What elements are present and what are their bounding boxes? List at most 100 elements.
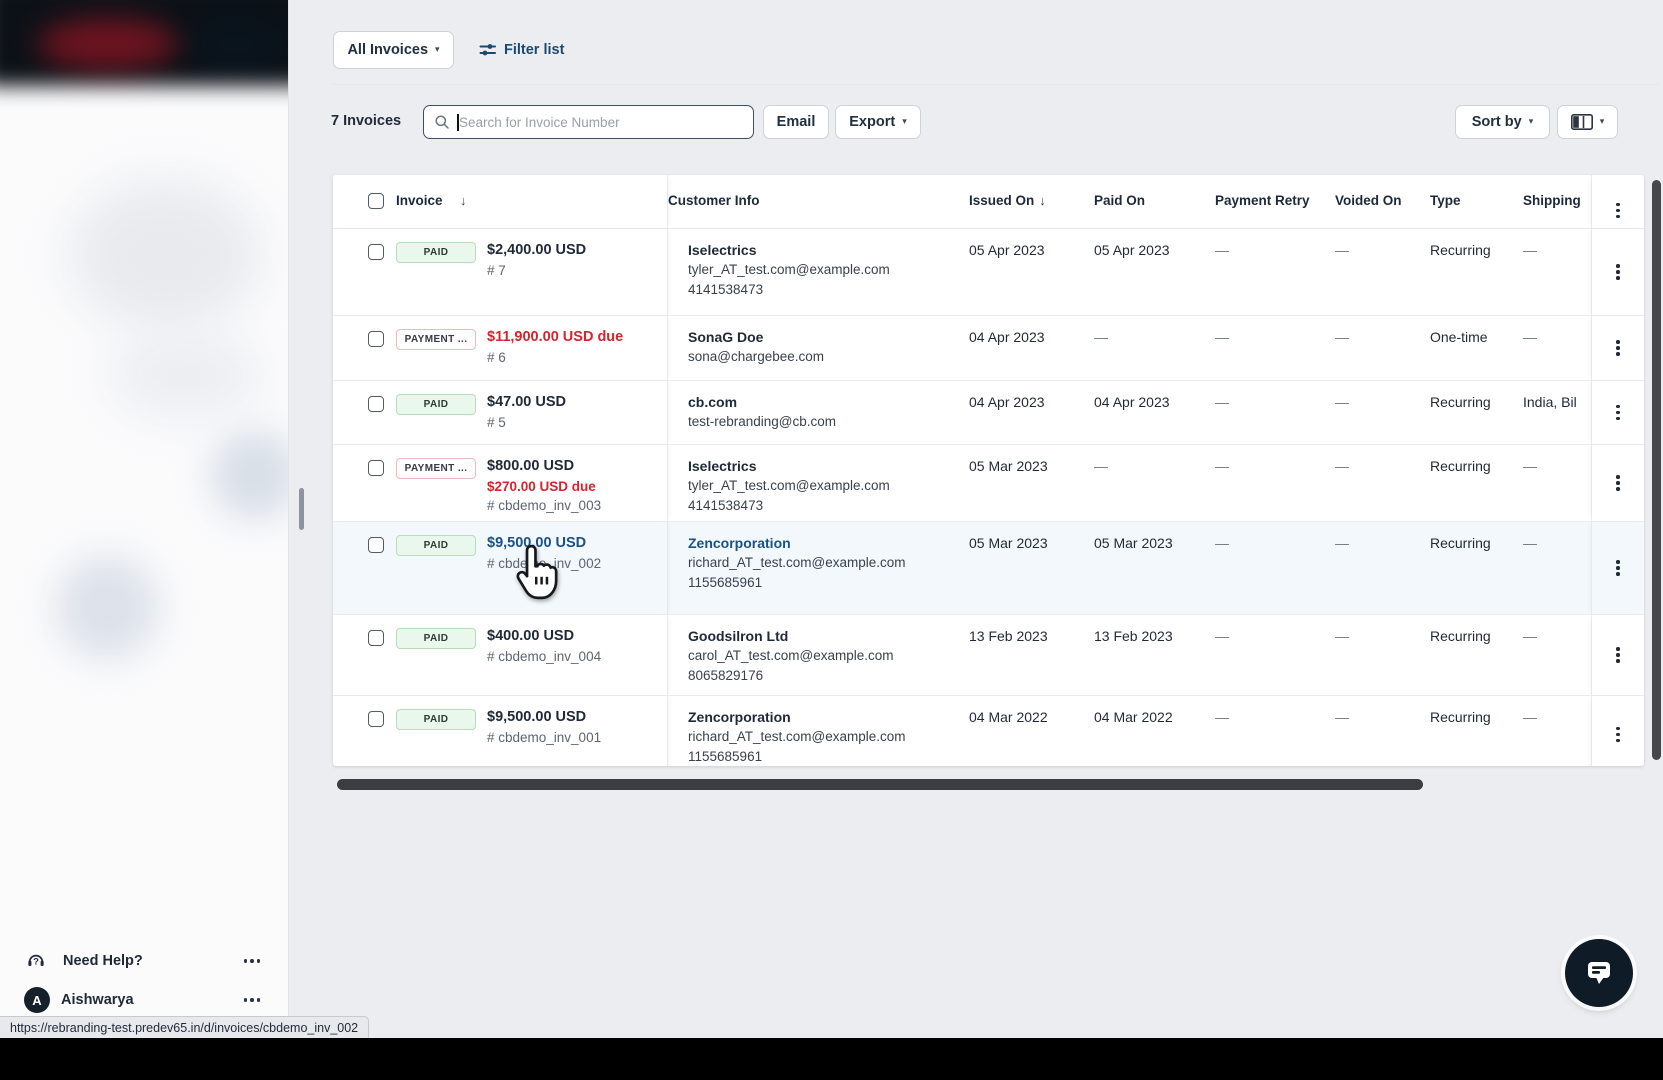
row-actions-cell bbox=[1591, 316, 1644, 380]
row-kebab-menu-button[interactable] bbox=[1610, 721, 1626, 749]
horizontal-scrollbar[interactable] bbox=[337, 779, 1423, 790]
row-checkbox[interactable] bbox=[368, 630, 384, 646]
invoice-amount-link[interactable]: $9,500.00 USD bbox=[487, 535, 587, 551]
shipping-cell: — bbox=[1523, 628, 1537, 644]
svg-text:?: ? bbox=[33, 956, 39, 967]
kebab-menu-icon bbox=[1610, 197, 1626, 225]
filter-list-button[interactable]: Filter list bbox=[479, 38, 564, 62]
row-kebab-menu-button[interactable] bbox=[1610, 334, 1626, 362]
issued-on-cell: 05 Apr 2023 bbox=[969, 242, 1045, 258]
invoice-number: # cbdemo_inv_003 bbox=[487, 498, 602, 513]
export-dropdown[interactable]: Export ▾ bbox=[835, 105, 921, 139]
column-label: Customer Info bbox=[668, 193, 760, 208]
customer-name-link[interactable]: Iselectrics bbox=[688, 242, 757, 258]
invoice-amount-link[interactable]: $2,400.00 USD bbox=[487, 242, 587, 258]
need-help-menu-button[interactable] bbox=[243, 959, 260, 963]
row-checkbox[interactable] bbox=[368, 537, 384, 553]
user-menu-button[interactable] bbox=[243, 998, 260, 1002]
customer-cell: Iselectrics tyler_AT_test.com@example.com… bbox=[668, 445, 961, 521]
table-row[interactable]: PAID $400.00 USD # cbdemo_inv_004 Goodsilro… bbox=[333, 614, 1644, 695]
table-row[interactable]: PAYMENT ... $800.00 USD $270.00 USD due # c… bbox=[333, 444, 1644, 521]
row-kebab-menu-button[interactable] bbox=[1610, 641, 1626, 669]
search-box[interactable] bbox=[423, 105, 754, 139]
customer-name-link[interactable]: SonaG Doe bbox=[688, 329, 764, 345]
customer-name-link[interactable]: Goodsilron Ltd bbox=[688, 628, 789, 644]
customer-cell: Goodsilron Ltd carol_AT_test.com@example.… bbox=[668, 615, 961, 695]
search-input[interactable] bbox=[457, 113, 721, 131]
type-cell: Recurring bbox=[1430, 242, 1491, 258]
customer-name-link[interactable]: Iselectrics bbox=[688, 458, 757, 474]
invoice-cell: PAYMENT ... $800.00 USD $270.00 USD due # c… bbox=[333, 445, 668, 521]
column-label: Issued On bbox=[969, 193, 1035, 208]
paid-on-cell: 05 Apr 2023 bbox=[1094, 242, 1170, 258]
table-row[interactable]: PAYMENT ... $11,900.00 USD due # 6 SonaG Do… bbox=[333, 315, 1644, 380]
row-kebab-menu-button[interactable] bbox=[1610, 554, 1626, 582]
row-kebab-menu-button[interactable] bbox=[1610, 399, 1626, 427]
column-header-payment-retry[interactable]: Payment Retry bbox=[1209, 175, 1331, 228]
issued-on-cell: 05 Mar 2023 bbox=[969, 535, 1048, 551]
row-checkbox[interactable] bbox=[368, 460, 384, 476]
invoice-cell: PAID $47.00 USD # 5 bbox=[333, 381, 668, 444]
type-cell: Recurring bbox=[1430, 628, 1491, 644]
payment-retry-cell: — bbox=[1215, 242, 1229, 258]
select-all-checkbox[interactable] bbox=[368, 193, 384, 209]
column-settings-dropdown[interactable]: ▾ bbox=[1557, 105, 1618, 139]
need-help-item[interactable]: ? Need Help? bbox=[0, 944, 288, 978]
invoice-cell: PAID $2,400.00 USD # 7 bbox=[333, 229, 668, 315]
invoice-number: # cbdemo_inv_002 bbox=[487, 556, 602, 571]
customer-email: richard_AT_test.com@example.com bbox=[688, 555, 906, 570]
customer-name-link[interactable]: Zencorporation bbox=[688, 709, 791, 725]
table-row[interactable]: PAID $2,400.00 USD # 7 Iselectrics tyler_AT_… bbox=[333, 229, 1644, 315]
row-actions-cell bbox=[1591, 229, 1644, 315]
type-cell: Recurring bbox=[1430, 458, 1491, 474]
vertical-scrollbar[interactable] bbox=[1652, 180, 1661, 760]
view-selector-label: All Invoices bbox=[347, 42, 429, 58]
column-header-issued-on[interactable]: Issued On ↓ bbox=[961, 175, 1086, 228]
column-header-customer-info[interactable]: Customer Info bbox=[668, 175, 961, 228]
customer-phone: 4141538473 bbox=[688, 282, 764, 297]
chevron-down-icon: ▾ bbox=[1599, 115, 1605, 126]
invoice-amount-link[interactable]: $11,900.00 USD due bbox=[487, 329, 624, 345]
column-header-type[interactable]: Type bbox=[1424, 175, 1519, 228]
toolbar-divider bbox=[333, 84, 1658, 85]
invoice-amount-link[interactable]: $400.00 USD bbox=[487, 628, 575, 644]
row-checkbox[interactable] bbox=[368, 331, 384, 347]
customer-cell: Zencorporation richard_AT_test.com@exampl… bbox=[668, 696, 961, 766]
customer-email: carol_AT_test.com@example.com bbox=[688, 648, 894, 663]
need-help-label: Need Help? bbox=[63, 953, 143, 969]
invoice-number: # 6 bbox=[487, 350, 506, 365]
sidebar-scrollbar-handle[interactable] bbox=[299, 488, 304, 530]
sort-by-dropdown[interactable]: Sort by ▾ bbox=[1455, 105, 1550, 139]
row-checkbox[interactable] bbox=[368, 396, 384, 412]
column-header-shipping[interactable]: Shipping bbox=[1519, 175, 1591, 228]
invoice-count-label: 7 Invoices bbox=[331, 113, 402, 129]
voided-on-cell: — bbox=[1335, 709, 1349, 725]
chat-launcher-button[interactable] bbox=[1565, 939, 1633, 1007]
invoice-amount-link[interactable]: $47.00 USD bbox=[487, 394, 566, 410]
header-row-actions[interactable] bbox=[1591, 175, 1644, 228]
view-selector-dropdown[interactable]: All Invoices ▾ bbox=[333, 31, 454, 69]
table-body: PAID $2,400.00 USD # 7 Iselectrics tyler_AT_… bbox=[333, 229, 1644, 766]
issued-on-cell: 04 Mar 2022 bbox=[969, 709, 1048, 725]
invoice-amount-link[interactable]: $9,500.00 USD bbox=[487, 709, 587, 725]
table-row[interactable]: PAID $9,500.00 USD # cbdemo_inv_002 Zencorp… bbox=[333, 521, 1644, 614]
invoice-amount-block: $800.00 USD $270.00 USD due # cbdemo_inv_0… bbox=[487, 456, 601, 515]
paid-on-cell: 04 Mar 2022 bbox=[1094, 709, 1173, 725]
column-header-paid-on[interactable]: Paid On bbox=[1086, 175, 1209, 228]
customer-name-link[interactable]: cb.com bbox=[688, 394, 738, 410]
customer-phone: 1155685961 bbox=[688, 749, 763, 764]
customer-name-link[interactable]: Zencorporation bbox=[688, 535, 791, 551]
column-header-voided-on[interactable]: Voided On bbox=[1331, 175, 1424, 228]
invoice-amount-link[interactable]: $800.00 USD bbox=[487, 458, 575, 474]
row-kebab-menu-button[interactable] bbox=[1610, 258, 1626, 286]
table-row[interactable]: PAID $47.00 USD # 5 cb.com test-rebranding@c… bbox=[333, 380, 1644, 444]
row-checkbox[interactable] bbox=[368, 711, 384, 727]
email-button[interactable]: Email bbox=[763, 105, 829, 139]
table-row[interactable]: PAID $9,500.00 USD # cbdemo_inv_001 Zencorp… bbox=[333, 695, 1644, 766]
user-profile-item[interactable]: A Aishwarya bbox=[0, 983, 288, 1016]
column-header-invoice[interactable]: Invoice ↓ bbox=[333, 175, 668, 228]
customer-cell: Zencorporation richard_AT_test.com@exampl… bbox=[668, 522, 961, 614]
invoice-cell: PAID $9,500.00 USD # cbdemo_inv_002 bbox=[333, 522, 668, 614]
row-checkbox[interactable] bbox=[368, 244, 384, 260]
row-kebab-menu-button[interactable] bbox=[1610, 469, 1626, 497]
